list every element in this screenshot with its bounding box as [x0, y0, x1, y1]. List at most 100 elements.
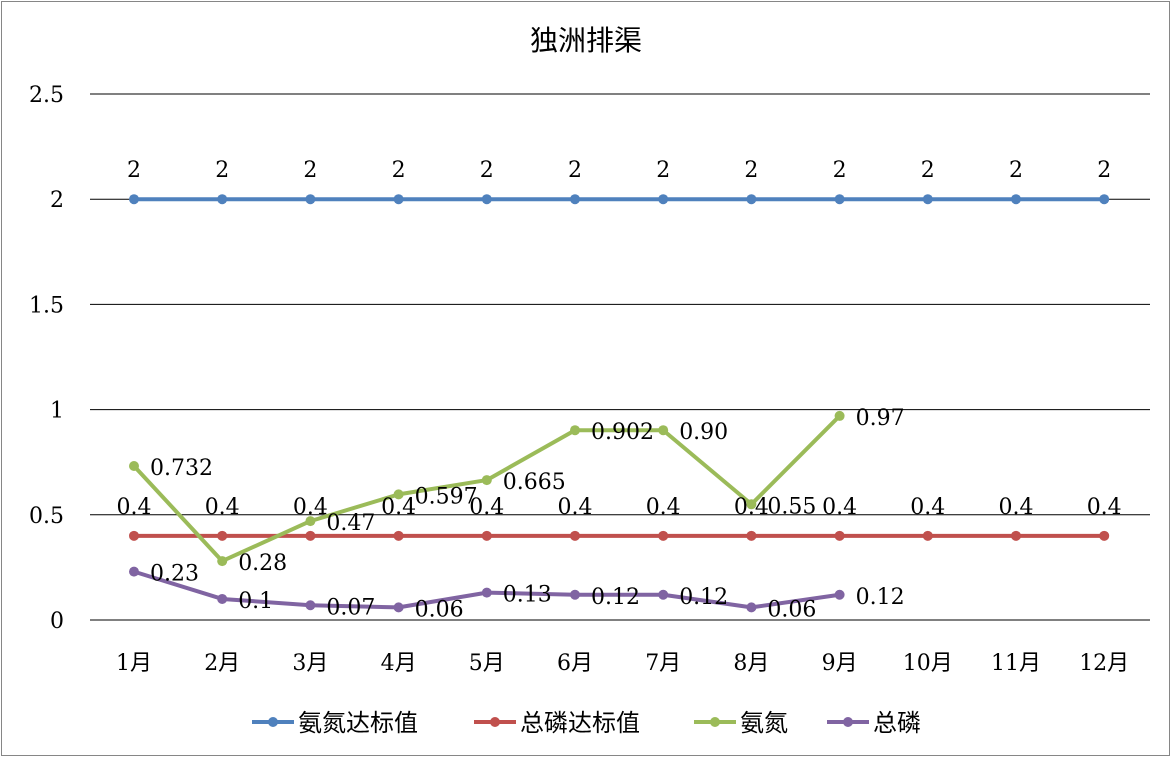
data-label: 2: [1009, 158, 1023, 183]
data-label: 0.4: [734, 495, 769, 520]
x-tick-label: 7月: [645, 651, 681, 676]
data-label: 2: [127, 158, 141, 183]
data-label: 0.47: [326, 511, 375, 536]
legend-label: 氨氮: [740, 709, 788, 737]
grid-lines: [90, 93, 1150, 621]
data-point: [658, 589, 669, 600]
data-point: [834, 194, 845, 205]
data-label: 2: [303, 158, 317, 183]
data-label: 0.13: [503, 583, 552, 608]
data-label: 2: [921, 158, 935, 183]
data-point: [393, 602, 404, 613]
y-axis: 0 0.5 1 1.5 2 2.5: [29, 83, 64, 634]
x-tick-label: 11月: [991, 651, 1041, 676]
data-label: 2: [568, 158, 582, 183]
x-axis: 1月 2月 3月 4月 5月 6月 7月 8月 9月 10月 11月 12月: [116, 651, 1129, 676]
data-label: 0.4: [205, 495, 240, 520]
x-tick-label: 4月: [381, 651, 417, 676]
data-label: 0.55: [767, 494, 816, 519]
x-tick-label: 5月: [469, 651, 505, 676]
data-point: [746, 499, 757, 510]
data-label: 0.07: [326, 595, 375, 620]
data-point: [217, 530, 228, 541]
data-point: [481, 530, 492, 541]
y-tick-label: 1: [50, 399, 64, 424]
x-tick-label: 3月: [292, 651, 328, 676]
data-label: 0.4: [117, 495, 152, 520]
data-label: 0.1: [238, 589, 273, 614]
data-label: 0.90: [679, 420, 728, 445]
data-point: [658, 425, 669, 436]
data-label: 0.4: [1087, 495, 1122, 520]
data-label: 0.4: [293, 495, 328, 520]
data-point: [570, 589, 580, 600]
legend-label: 总磷: [873, 709, 921, 737]
data-point: [570, 425, 580, 436]
x-tick-label: 10月: [903, 651, 953, 676]
data-point: [393, 530, 404, 541]
data-point: [834, 589, 845, 600]
data-point: [570, 194, 580, 205]
data-point: [922, 530, 933, 541]
data-point: [305, 194, 316, 205]
data-point: [393, 194, 404, 205]
data-point: [1011, 194, 1021, 205]
data-point: [217, 194, 228, 205]
data-label: 0.12: [591, 585, 640, 610]
data-labels: 2 2 2 2 2 2 2 2 2 2 2 20.4 0.4 0.4 0.4 0.4 0.4 0.4 0.4 0.4 0…: [117, 158, 1122, 622]
data-point: [129, 460, 139, 471]
legend-marker: [268, 717, 278, 727]
data-point: [481, 475, 492, 486]
data-point: [393, 489, 404, 500]
data-label: 0.4: [646, 495, 681, 520]
data-point: [834, 530, 845, 541]
data-point: [1011, 530, 1021, 541]
data-label: 0.732: [150, 456, 213, 481]
data-label: 2: [656, 158, 670, 183]
x-tick-label: 1月: [116, 651, 152, 676]
x-tick-label: 12月: [1079, 651, 1129, 676]
legend-label: 总磷达标值: [520, 709, 640, 737]
data-label: 0.12: [856, 585, 905, 610]
data-label: 0.4: [558, 495, 593, 520]
data-label: 0.06: [767, 597, 816, 622]
series-group: [129, 194, 1110, 613]
data-label: 2: [833, 158, 847, 183]
data-label: 0.23: [150, 562, 199, 587]
data-point: [217, 556, 228, 567]
data-label: 0.12: [679, 585, 728, 610]
y-tick-label: 0.5: [29, 504, 64, 529]
data-label: 2: [480, 158, 494, 183]
data-label: 2: [1097, 158, 1111, 183]
data-point: [129, 566, 139, 577]
data-point: [746, 602, 757, 613]
data-label: 0.902: [591, 420, 654, 445]
data-label: 2: [215, 158, 229, 183]
data-label: 2: [744, 158, 758, 183]
data-point: [1099, 194, 1110, 205]
y-tick-label: 2: [50, 188, 64, 213]
data-label: 0.28: [238, 551, 287, 576]
data-point: [834, 410, 845, 421]
y-tick-label: 2.5: [29, 83, 64, 108]
y-tick-label: 0: [50, 609, 64, 634]
y-tick-label: 1.5: [29, 293, 64, 318]
legend-marker: [843, 717, 853, 727]
data-point: [746, 194, 757, 205]
data-point: [570, 530, 580, 541]
data-label: 2: [392, 158, 406, 183]
data-point: [305, 530, 316, 541]
data-point: [305, 600, 316, 611]
data-point: [658, 194, 669, 205]
data-point: [305, 516, 316, 527]
data-label: 0.4: [999, 495, 1034, 520]
x-tick-label: 2月: [204, 651, 240, 676]
data-label: 0.4: [469, 495, 504, 520]
legend-marker: [710, 717, 720, 727]
legend-marker: [490, 717, 500, 727]
data-label: 0.97: [856, 406, 905, 431]
data-point: [922, 194, 933, 205]
data-label: 0.4: [381, 495, 416, 520]
